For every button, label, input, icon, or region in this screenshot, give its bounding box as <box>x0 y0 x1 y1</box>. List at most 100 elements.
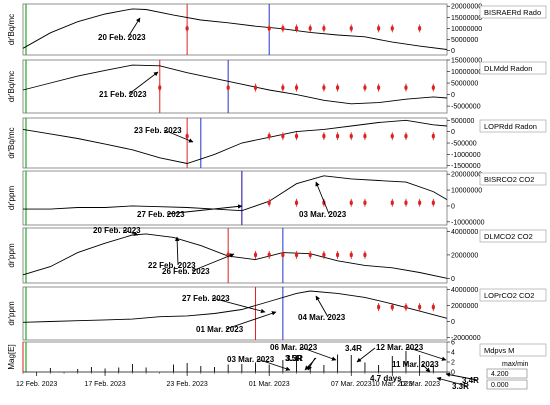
red-point <box>185 132 189 141</box>
annotation-label: 12 Mar. 2023 <box>376 343 424 352</box>
red-point <box>377 83 381 92</box>
annotation-arrow <box>436 376 468 387</box>
red-point <box>281 250 285 259</box>
red-point <box>322 83 326 92</box>
red-point <box>294 132 299 141</box>
y-tick-label: 20000000 <box>451 4 482 11</box>
annotation-arrow <box>299 346 337 361</box>
series-line <box>22 290 448 323</box>
y-axis-label: Mag[E] <box>7 344 16 369</box>
y-tick-label: 0 <box>451 92 455 99</box>
annotation-label: 06 Mar. 2023 <box>270 343 318 352</box>
annotation-arrow <box>405 346 447 361</box>
panel-title: LOPRdd Radon <box>484 122 537 131</box>
red-point <box>335 250 340 259</box>
panel-title: DLMCO2 CO2 <box>484 232 533 241</box>
red-point <box>431 198 435 207</box>
red-point <box>281 24 285 33</box>
red-point <box>363 250 367 259</box>
red-point <box>294 250 299 259</box>
red-point <box>363 132 367 141</box>
plot-area <box>22 227 448 284</box>
red-point <box>267 132 271 141</box>
red-point <box>253 250 258 259</box>
y-axis-label: dr'Bq/mc <box>7 71 16 102</box>
y-axis-label: dr'ppm <box>7 186 16 211</box>
plot-area <box>22 59 448 114</box>
y-tick-label: 4000000 <box>451 229 478 236</box>
x-tick-label: 12 Mar. 2023 <box>399 381 440 388</box>
annotation-label: 3.3R <box>452 382 469 391</box>
y-tick-label: 15000000 <box>451 58 482 65</box>
annotation-arrow <box>421 363 431 373</box>
x-tick-label: 12 Feb. 2023 <box>16 381 57 388</box>
red-point <box>390 303 394 312</box>
panel-title-box <box>479 343 547 357</box>
red-point <box>253 83 258 92</box>
red-point <box>158 83 162 92</box>
red-point <box>281 83 285 92</box>
plot-area <box>22 117 448 169</box>
panel-6: 4000000 2000000 0 -2000000 dr'ppm LOPrCO2 CO2… <box>7 286 547 342</box>
annotation-arrow <box>191 253 235 272</box>
annotation-arrow <box>315 295 329 318</box>
x-tick-label: 01 Mar. 2023 <box>249 381 290 388</box>
panel-title: DLMdd Radon <box>484 64 532 73</box>
annotation-label: 27 Feb. 2023 <box>182 294 230 303</box>
panel-title-box <box>479 5 547 19</box>
panel-5: 4000000 2000000 0 dr'ppm DLMCO2 CO2 20 Feb. 2… <box>7 226 547 284</box>
y-tick-label: 5000000 <box>451 37 478 44</box>
red-point <box>390 132 394 141</box>
series-line <box>22 64 448 105</box>
annotation-label: 4.7 days <box>370 374 402 383</box>
red-point <box>390 198 394 207</box>
y-tick-label: 5000000 <box>451 81 478 88</box>
y-tick-label: 500000 <box>451 118 474 125</box>
y-tick-label: 20000000 <box>451 172 482 179</box>
y-axis-label: dr'ppm <box>7 301 16 326</box>
annotation-label: 3.4R <box>345 344 362 353</box>
y-tick-label: -2000000 <box>451 335 481 342</box>
y-tick-label: 4000000 <box>451 287 478 294</box>
red-point <box>349 24 353 33</box>
red-point <box>418 198 422 207</box>
annotation-label: 20 Feb. 2023 <box>93 226 141 235</box>
red-point <box>404 303 408 312</box>
annotation-label: 26 Feb. 2023 <box>162 267 210 276</box>
annotation-label: 01 Mar. 2023 <box>196 325 244 334</box>
plot-area <box>22 170 448 226</box>
panel-title-box <box>479 119 547 133</box>
red-point <box>308 24 312 33</box>
annotation-label: 11 Mar. 2023 <box>392 360 439 369</box>
y-tick-label: 2000000 <box>451 252 478 259</box>
y-tick-label: 0 <box>451 370 455 377</box>
red-point <box>349 132 353 141</box>
y-axis-label: dr'Bq/mc <box>7 127 16 158</box>
red-point <box>404 83 408 92</box>
y-tick-label: -500000 <box>451 141 477 148</box>
red-point <box>404 132 408 141</box>
red-point <box>349 250 353 259</box>
red-point <box>335 132 340 141</box>
y-tick-label: 0 <box>451 203 455 210</box>
red-point <box>404 198 408 207</box>
annotation-arrow <box>166 204 243 215</box>
annotation-label: 27 Feb. 2023 <box>137 210 185 219</box>
panel-title: LOPrCO2 CO2 <box>484 291 534 300</box>
red-point <box>185 24 189 33</box>
red-point <box>418 303 422 312</box>
y-tick-label: 0 <box>451 319 455 326</box>
red-point <box>322 132 326 141</box>
annotation-arrow <box>163 129 194 143</box>
y-tick-label: 10000000 <box>451 26 482 33</box>
red-point <box>322 24 326 33</box>
annotation-label: 04 Mar. 2023 <box>298 313 346 322</box>
red-point <box>281 132 285 141</box>
y-tick-label: -10000000 <box>451 219 485 226</box>
x-tick-label: 17 Feb. 2023 <box>84 381 125 388</box>
red-point <box>322 250 326 259</box>
red-point <box>294 198 299 207</box>
red-point <box>267 250 271 259</box>
plot-area <box>22 286 448 341</box>
annotation-arrow <box>128 71 159 95</box>
